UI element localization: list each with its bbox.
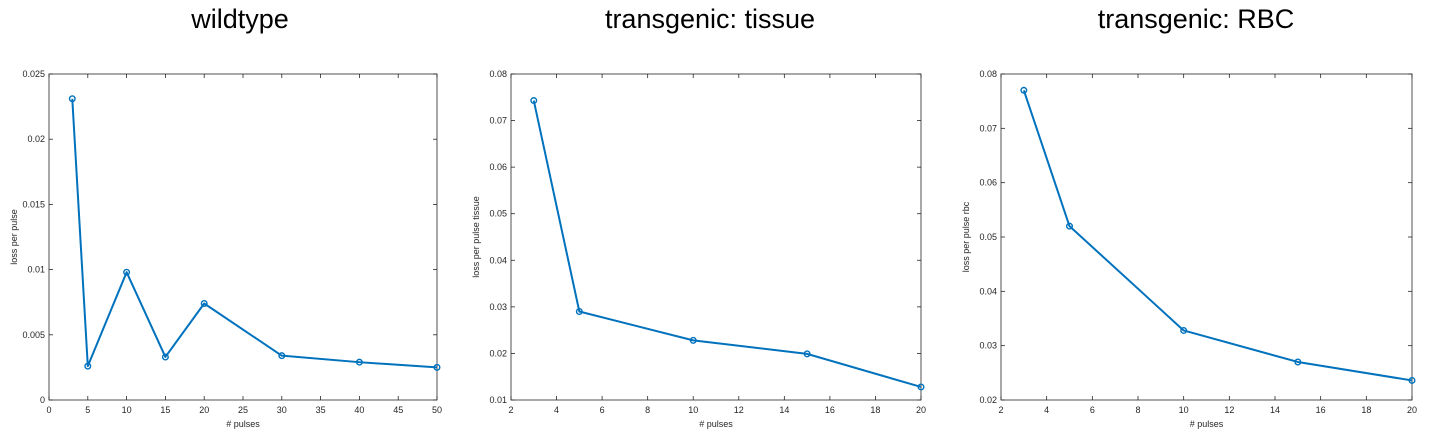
y-axis-label-wildtype: loss per pulse (9, 209, 19, 265)
y-tick-label-rbc: 0.04 (979, 286, 997, 296)
x-tick-label-tissue: 18 (870, 405, 880, 415)
x-axis-label-rbc: # pulses (1190, 419, 1224, 429)
y-tick-label-tissue: 0.06 (489, 162, 507, 172)
y-tick-label-rbc: 0.08 (979, 69, 997, 79)
x-tick-label-rbc: 18 (1361, 405, 1371, 415)
data-point-rbc (1065, 222, 1073, 230)
data-point-wildtype (68, 95, 76, 103)
x-tick-label-rbc: 20 (1407, 405, 1417, 415)
plot-box-wildtype (48, 73, 438, 401)
x-tick-label-rbc: 8 (1135, 405, 1140, 415)
data-point-rbc (1020, 86, 1028, 94)
y-tick-label-tissue: 0.01 (489, 395, 507, 405)
chart-title-transgenic-tissue: transgenic: tissue (604, 4, 816, 34)
y-tick-label-rbc: 0.03 (979, 341, 997, 351)
x-tick-label-tissue: 10 (688, 405, 698, 415)
x-tick-label-wildtype: 15 (160, 405, 170, 415)
x-axis-label-tissue: # pulses (699, 419, 733, 429)
x-tick-label-tissue: 12 (734, 405, 744, 415)
x-tick-label-wildtype: 10 (122, 405, 132, 415)
x-tick-label-wildtype: 40 (354, 405, 364, 415)
data-point-wildtype (355, 358, 363, 366)
y-tick-label-wildtype: 0.02 (27, 134, 45, 144)
x-tick-label-wildtype: 0 (46, 405, 51, 415)
y-tick-label-rbc: 0.05 (979, 232, 997, 242)
x-tick-label-rbc: 2 (998, 405, 1003, 415)
y-tick-label-tissue: 0.05 (489, 209, 507, 219)
y-axis-label-tissue: loss per pulse tissue (471, 196, 481, 278)
x-tick-label-tissue: 16 (825, 405, 835, 415)
data-point-wildtype (161, 353, 169, 361)
y-tick-label-wildtype: 0.01 (27, 265, 45, 275)
x-axis-label-wildtype: # pulses (226, 419, 260, 429)
x-tick-label-tissue: 2 (508, 405, 513, 415)
data-point-wildtype (84, 362, 92, 370)
y-tick-label-wildtype: 0.015 (22, 199, 45, 209)
y-tick-label-rbc: 0.06 (979, 178, 997, 188)
data-point-rbc (1180, 326, 1188, 334)
x-tick-label-tissue: 8 (645, 405, 650, 415)
y-tick-label-wildtype: 0.005 (22, 330, 45, 340)
x-tick-label-wildtype: 5 (85, 405, 90, 415)
y-tick-label-tissue: 0.04 (489, 255, 507, 265)
x-tick-label-tissue: 20 (916, 405, 926, 415)
y-tick-label-tissue: 0.08 (489, 69, 507, 79)
data-point-tissue (917, 383, 925, 391)
x-tick-label-rbc: 6 (1090, 405, 1095, 415)
x-tick-label-wildtype: 25 (238, 405, 248, 415)
series-line-rbc (1022, 89, 1413, 382)
data-point-tissue (803, 350, 811, 358)
plot-box-rbc (1000, 73, 1413, 401)
x-tick-label-wildtype: 35 (316, 405, 326, 415)
x-tick-label-tissue: 14 (779, 405, 789, 415)
y-tick-label-rbc: 0.02 (979, 395, 997, 405)
y-tick-label-tissue: 0.03 (489, 302, 507, 312)
data-point-wildtype (278, 352, 286, 360)
x-tick-label-rbc: 16 (1316, 405, 1326, 415)
x-tick-label-wildtype: 30 (277, 405, 287, 415)
data-point-tissue (575, 308, 583, 316)
plot-box-tissue (510, 73, 922, 401)
y-axis-label-rbc: loss per pulse rbc (961, 201, 971, 272)
x-tick-label-wildtype: 50 (432, 405, 442, 415)
y-tick-label-rbc: 0.07 (979, 123, 997, 133)
data-point-wildtype (200, 300, 208, 308)
x-tick-label-wildtype: 20 (199, 405, 209, 415)
data-point-wildtype (433, 363, 441, 371)
data-point-tissue (530, 97, 538, 105)
y-tick-label-wildtype: 0.025 (22, 69, 45, 79)
y-tick-label-tissue: 0.07 (489, 116, 507, 126)
data-point-rbc (1294, 358, 1302, 366)
x-tick-label-rbc: 4 (1044, 405, 1049, 415)
x-tick-label-tissue: 6 (600, 405, 605, 415)
x-tick-label-rbc: 12 (1224, 405, 1234, 415)
y-tick-label-tissue: 0.02 (489, 348, 507, 358)
data-point-rbc (1408, 376, 1416, 384)
x-tick-label-tissue: 4 (554, 405, 559, 415)
data-point-tissue (689, 336, 697, 344)
x-tick-label-rbc: 10 (1179, 405, 1189, 415)
series-line-tissue (532, 100, 922, 388)
chart-title-transgenic-rbc: transgenic: RBC (1097, 4, 1295, 34)
x-tick-label-rbc: 14 (1270, 405, 1280, 415)
y-tick-label-wildtype: 0 (40, 395, 45, 405)
x-tick-label-wildtype: 45 (393, 405, 403, 415)
data-point-wildtype (123, 268, 131, 276)
chart-title-wildtype: wildtype (191, 4, 289, 34)
series-line-wildtype (71, 98, 438, 369)
